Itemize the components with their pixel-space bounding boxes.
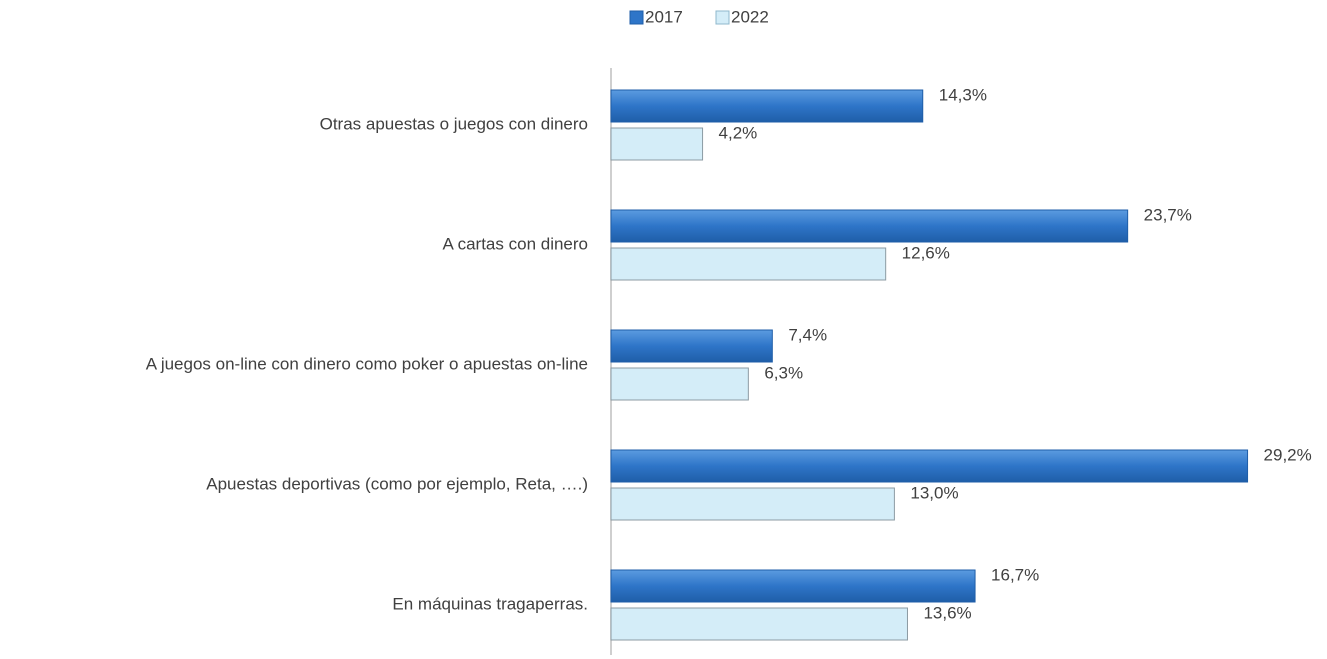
legend-swatch: [715, 10, 730, 25]
bar: [610, 127, 704, 161]
bar: [610, 89, 924, 123]
value-label: 12,6%: [902, 243, 950, 262]
bar: [610, 449, 1249, 483]
bar: [610, 607, 908, 641]
value-label: 14,3%: [939, 85, 987, 104]
value-label: 13,0%: [910, 483, 958, 502]
y-tick-label: Otras apuestas o juegos con dinero: [320, 114, 588, 133]
y-tick-label: A juegos on-line con dinero como poker o…: [146, 354, 588, 373]
legend-swatch: [629, 10, 644, 25]
value-label: 6,3%: [764, 363, 803, 382]
value-label: 13,6%: [923, 603, 971, 622]
value-label: 23,7%: [1144, 205, 1192, 224]
y-tick-label: En máquinas tragaperras.: [392, 594, 588, 613]
value-label: 29,2%: [1264, 445, 1312, 464]
bar: [610, 209, 1129, 243]
y-tick-label: Apuestas deportivas (como por ejemplo, R…: [206, 474, 588, 493]
value-label: 4,2%: [719, 123, 758, 142]
bar: [610, 367, 749, 401]
bar: [610, 247, 887, 281]
bar: [610, 329, 773, 363]
bar: [610, 487, 895, 521]
legend-label: 2017: [645, 7, 683, 26]
value-label: 7,4%: [788, 325, 827, 344]
y-tick-label: A cartas con dinero: [442, 234, 588, 253]
bar: [610, 569, 976, 603]
value-label: 16,7%: [991, 565, 1039, 584]
legend-label: 2022: [731, 7, 769, 26]
